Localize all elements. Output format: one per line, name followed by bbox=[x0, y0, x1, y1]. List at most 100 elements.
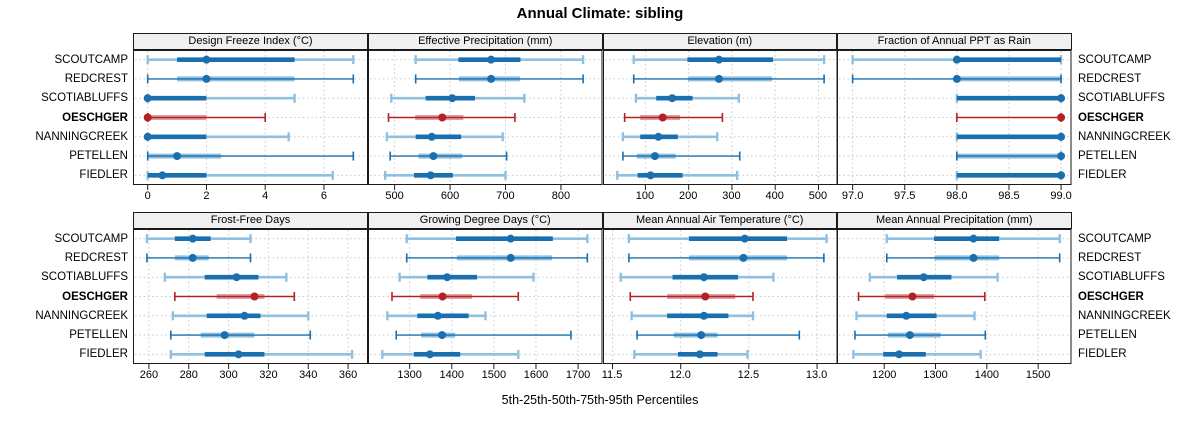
panel-plot-area bbox=[837, 50, 1072, 190]
x-tick-label: 700 bbox=[496, 190, 515, 202]
x-tick-label: 360 bbox=[338, 369, 358, 381]
site-label-left-redcrest: REDCREST bbox=[64, 72, 128, 85]
x-tick-label: 1200 bbox=[871, 369, 897, 381]
interval-scotiabluffs bbox=[143, 93, 296, 103]
site-label-left-scoutcamp: SCOUTCAMP bbox=[54, 53, 128, 66]
interval-petellen bbox=[389, 151, 508, 161]
interval-fiedler bbox=[852, 349, 982, 359]
x-tick-label: 0 bbox=[144, 190, 151, 202]
interval-scoutcamp bbox=[632, 55, 825, 65]
interval-fiedler bbox=[169, 349, 354, 359]
interval-oeschger bbox=[623, 113, 723, 122]
site-label-right-redcrest: REDCREST bbox=[1078, 251, 1142, 264]
interval-nanningcreek bbox=[385, 132, 504, 142]
interval-redcrest bbox=[885, 253, 1061, 263]
interval-scotiabluffs bbox=[390, 93, 526, 103]
x-tick-label: 1700 bbox=[565, 369, 591, 381]
x-tick-label: 97.0 bbox=[841, 190, 864, 202]
site-label-right-redcrest: REDCREST bbox=[1078, 72, 1142, 85]
site-label-left-scotiabluffs: SCOTIABLUFFS bbox=[41, 271, 128, 284]
interval-redcrest bbox=[632, 74, 825, 84]
site-label-right-scotiabluffs: SCOTIABLUFFS bbox=[1078, 271, 1165, 284]
interval-redcrest bbox=[414, 74, 584, 84]
x-tick-label: 500 bbox=[808, 190, 828, 202]
site-label-right-scoutcamp: SCOUTCAMP bbox=[1078, 232, 1152, 245]
interval-redcrest bbox=[627, 253, 825, 263]
site-label-left-nanningcreek: NANNINGCREEK bbox=[35, 130, 128, 143]
interval-nanningcreek bbox=[629, 311, 754, 321]
interval-nanningcreek bbox=[955, 132, 1066, 142]
x-tick-label: 11.5 bbox=[601, 369, 623, 381]
x-tick-label: 1400 bbox=[439, 369, 464, 381]
panel-strip: Fraction of Annual PPT as Rain bbox=[837, 33, 1072, 50]
panel-plot-area bbox=[133, 50, 368, 190]
interval-nanningcreek bbox=[143, 132, 290, 142]
x-tick-label: 13.0 bbox=[805, 369, 828, 381]
interval-scotiabluffs bbox=[955, 93, 1066, 103]
panel-plot-area bbox=[133, 229, 368, 369]
interval-redcrest bbox=[146, 74, 355, 84]
interval-petellen bbox=[854, 330, 987, 340]
panel-strip: Frost-Free Days bbox=[133, 212, 368, 229]
x-tick-label: 260 bbox=[139, 369, 159, 381]
interval-nanningcreek bbox=[171, 311, 310, 321]
x-tick-label: 4 bbox=[262, 190, 269, 202]
site-label-left-scoutcamp: SCOUTCAMP bbox=[54, 232, 128, 245]
interval-fiedler bbox=[381, 349, 520, 359]
site-label-right-petellen: PETELLEN bbox=[1078, 329, 1137, 342]
x-tick-label: 500 bbox=[385, 190, 404, 202]
interval-scotiabluffs bbox=[619, 272, 775, 282]
x-tick-label: 600 bbox=[440, 190, 460, 202]
interval-nanningcreek bbox=[621, 132, 718, 142]
interval-scoutcamp bbox=[145, 234, 252, 244]
interval-scotiabluffs bbox=[163, 272, 288, 282]
site-label-left-redcrest: REDCREST bbox=[64, 251, 128, 264]
x-tick-label: 300 bbox=[219, 369, 238, 381]
site-label-right-fiedler: FIEDLER bbox=[1078, 169, 1127, 182]
site-label-right-petellen: PETELLEN bbox=[1078, 150, 1137, 163]
x-tick-label: 1500 bbox=[481, 369, 507, 381]
x-tick-label: 800 bbox=[551, 190, 571, 202]
interval-fiedler bbox=[955, 170, 1066, 180]
x-tick-label: 12.0 bbox=[669, 369, 691, 381]
interval-scotiabluffs bbox=[398, 272, 535, 282]
x-tick-label: 97.5 bbox=[894, 190, 916, 202]
x-tick-label: 400 bbox=[765, 190, 784, 202]
site-label-left-petellen: PETELLEN bbox=[69, 150, 128, 163]
panel-plot-area bbox=[837, 229, 1072, 369]
interval-oeschger bbox=[628, 292, 754, 301]
site-label-right-oeschger: OESCHGER bbox=[1078, 290, 1144, 303]
x-tick-label: 1500 bbox=[1025, 369, 1051, 381]
x-tick-label: 1300 bbox=[397, 369, 422, 381]
x-tick-label: 320 bbox=[259, 369, 278, 381]
site-label-left-oeschger: OESCHGER bbox=[62, 111, 128, 124]
interval-redcrest bbox=[146, 253, 252, 263]
interval-fiedler bbox=[615, 170, 738, 180]
interval-scoutcamp bbox=[146, 55, 355, 65]
interval-petellen bbox=[170, 330, 312, 340]
panel-plot-area bbox=[602, 229, 837, 369]
interval-fiedler bbox=[632, 349, 749, 359]
interval-nanningcreek bbox=[386, 311, 487, 321]
interval-petellen bbox=[635, 330, 800, 340]
interval-fiedler bbox=[146, 170, 334, 180]
x-tick-label: 98.5 bbox=[998, 190, 1020, 202]
interval-scoutcamp bbox=[885, 234, 1061, 244]
x-tick-label: 12.5 bbox=[737, 369, 760, 381]
interval-petellen bbox=[146, 151, 355, 161]
interval-redcrest bbox=[405, 253, 589, 263]
interval-scotiabluffs bbox=[868, 272, 999, 282]
site-label-right-oeschger: OESCHGER bbox=[1078, 111, 1144, 124]
site-label-right-nanningcreek: NANNINGCREEK bbox=[1078, 309, 1171, 322]
site-label-right-fiedler: FIEDLER bbox=[1078, 348, 1127, 361]
panel-strip: Mean Annual Precipitation (mm) bbox=[837, 212, 1072, 229]
interval-scoutcamp bbox=[851, 55, 1063, 65]
x-tick-label: 1400 bbox=[974, 369, 1000, 381]
interval-scoutcamp bbox=[405, 234, 589, 244]
panel-strip: Growing Degree Days (°C) bbox=[368, 212, 603, 229]
interval-redcrest bbox=[851, 74, 1062, 84]
panel-strip: Elevation (m) bbox=[602, 33, 837, 50]
interval-scoutcamp bbox=[414, 55, 585, 65]
site-label-left-nanningcreek: NANNINGCREEK bbox=[35, 309, 128, 322]
